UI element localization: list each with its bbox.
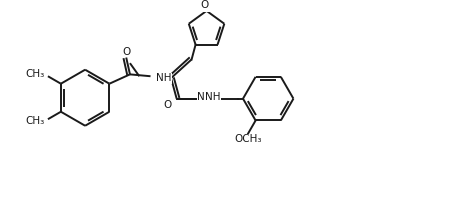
Text: OCH₃: OCH₃ [234,134,262,144]
Text: O: O [201,0,209,10]
Text: H: H [207,92,213,101]
Text: N: N [197,92,205,102]
Text: CH₃: CH₃ [26,116,45,126]
Text: CH₃: CH₃ [26,69,45,79]
Text: O: O [122,47,131,57]
Text: O: O [163,100,171,110]
Text: NH: NH [156,73,172,83]
Text: NH: NH [205,92,220,102]
